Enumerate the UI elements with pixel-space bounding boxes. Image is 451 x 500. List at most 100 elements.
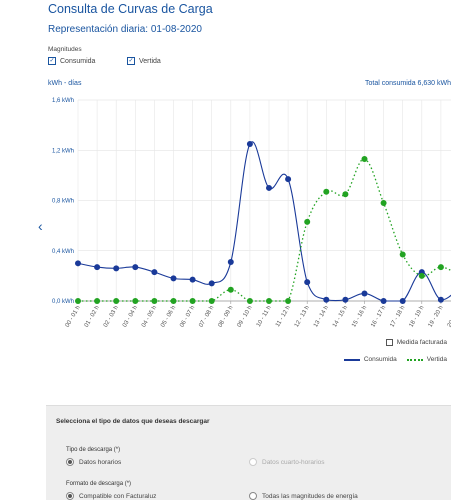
x-tick-label: 03 - 04 h bbox=[122, 305, 139, 329]
medida-facturada-checkbox[interactable] bbox=[385, 339, 393, 346]
legend-item-consumida[interactable]: Consumida bbox=[343, 356, 397, 363]
data-point-vertida bbox=[361, 156, 368, 163]
x-tick-label: 05 - 06 h bbox=[160, 305, 177, 329]
checkbox-consumida[interactable]: ✓ Consumida bbox=[48, 57, 95, 65]
legend-medida-facturada[interactable]: Medida facturada bbox=[385, 339, 447, 346]
x-tick-label: 19 - 20 h bbox=[428, 305, 445, 329]
x-tick-label: 07 - 08 h bbox=[198, 305, 215, 329]
checkbox-vertida-label: Vertida bbox=[139, 57, 161, 65]
data-point-consumida bbox=[189, 276, 196, 283]
y-axis-ticks: 0,0 kWh 0,4 kWh 0,8 kWh 1,2 kWh 1,6 kWh bbox=[52, 98, 74, 305]
data-point-consumida bbox=[151, 269, 158, 276]
page-subtitle: Representación diaria: 01-08-2020 bbox=[48, 24, 202, 35]
chart-grid bbox=[77, 99, 451, 304]
checkbox-vertida[interactable]: ✓ Vertida bbox=[127, 57, 161, 65]
data-point-consumida bbox=[437, 296, 444, 303]
radio-unselected-icon[interactable] bbox=[249, 458, 257, 466]
chart-legend: Consumida Vertida bbox=[343, 356, 447, 363]
checkbox-consumida-label: Consumida bbox=[60, 57, 96, 65]
checkbox-check-icon[interactable]: ✓ bbox=[48, 57, 56, 65]
previous-day-chevron-icon[interactable]: ‹ bbox=[38, 218, 43, 234]
data-point-consumida bbox=[361, 290, 368, 297]
y-tick-label: 0,4 kWh bbox=[52, 249, 74, 255]
x-tick-label: 00 - 01 h bbox=[65, 305, 82, 329]
data-point-vertida bbox=[399, 251, 406, 258]
data-point-vertida bbox=[170, 298, 177, 304]
data-point-consumida bbox=[132, 264, 139, 271]
tipo-descarga-label: Tipo de descarga (*) bbox=[66, 447, 121, 453]
dotted-line-swatch-icon bbox=[406, 358, 423, 361]
data-point-vertida bbox=[132, 298, 139, 304]
y-tick-label: 1,2 kWh bbox=[52, 148, 74, 154]
radio-unselected-icon[interactable] bbox=[249, 492, 257, 500]
radio-selected-icon[interactable] bbox=[66, 458, 74, 466]
medida-facturada-label: Medida facturada bbox=[396, 339, 447, 346]
data-point-vertida bbox=[113, 298, 120, 304]
data-point-vertida bbox=[151, 298, 158, 304]
data-point-vertida bbox=[342, 191, 349, 198]
data-point-vertida bbox=[189, 298, 196, 304]
data-point-vertida bbox=[380, 200, 387, 207]
x-tick-label: 16 - 17 h bbox=[370, 305, 387, 329]
x-tick-label: 11 - 12 h bbox=[275, 305, 292, 328]
data-point-consumida bbox=[266, 184, 272, 191]
series-line-vertida bbox=[77, 158, 451, 302]
radio-todas-magnitudes-label: Todas las magnitudes de energía bbox=[262, 492, 358, 500]
legend-item-vertida[interactable]: Vertida bbox=[406, 356, 447, 363]
radio-datos-cuarto-horarios[interactable]: Datos cuarto-horarios bbox=[249, 458, 325, 466]
load-curve-chart: 0,0 kWh 0,4 kWh 0,8 kWh 1,2 kWh 1,6 kWh 00 -… bbox=[52, 98, 451, 329]
radio-datos-horarios[interactable]: Datos horarios bbox=[66, 458, 121, 466]
data-point-vertida bbox=[323, 188, 330, 195]
x-tick-label: 06 - 07 h bbox=[179, 305, 196, 329]
magnitudes-label: Magnitudes bbox=[48, 46, 82, 53]
x-tick-label: 10 - 11 h bbox=[256, 305, 273, 328]
data-point-consumida bbox=[94, 264, 101, 271]
data-point-consumida bbox=[246, 140, 253, 147]
radio-compatible-facturaluz[interactable]: Compatible con Facturaluz bbox=[66, 492, 156, 500]
radio-datos-cuarto-horarios-label: Datos cuarto-horarios bbox=[262, 458, 325, 466]
download-panel-title: Selecciona el tipo de datos que deseas d… bbox=[56, 418, 210, 425]
x-tick-label: 01 - 02 h bbox=[84, 305, 101, 329]
x-tick-label: 14 - 15 h bbox=[332, 305, 349, 329]
y-tick-label: 0,0 kWh bbox=[52, 299, 74, 305]
data-point-consumida bbox=[113, 265, 120, 272]
data-point-consumida bbox=[208, 280, 215, 287]
data-point-vertida bbox=[285, 298, 292, 304]
series-line-consumida bbox=[77, 141, 451, 302]
x-tick-label: 04 - 05 h bbox=[141, 305, 158, 329]
x-tick-label: 17 - 18 h bbox=[389, 305, 406, 329]
x-tick-label: 12 - 13 h bbox=[294, 305, 311, 329]
data-point-vertida bbox=[246, 298, 253, 304]
data-point-consumida bbox=[323, 296, 330, 303]
download-panel: Selecciona el tipo de datos que deseas d… bbox=[46, 405, 451, 500]
data-point-vertida bbox=[437, 264, 444, 271]
x-tick-label: 20 - 21 h bbox=[447, 305, 451, 329]
formato-descarga-label: Formato de descarga (*) bbox=[66, 481, 132, 487]
x-tick-label: 13 - 14 h bbox=[313, 305, 330, 329]
x-tick-label: 09 - 10 h bbox=[237, 305, 254, 329]
data-point-consumida bbox=[399, 298, 406, 304]
data-point-consumida bbox=[342, 296, 349, 303]
checkbox-check-icon[interactable]: ✓ bbox=[127, 57, 135, 65]
x-tick-label: 02 - 03 h bbox=[103, 305, 120, 329]
chart-series-lines bbox=[77, 141, 451, 302]
data-point-consumida bbox=[380, 298, 387, 304]
x-tick-label: 18 - 19 h bbox=[408, 305, 425, 329]
radio-compatible-facturaluz-label: Compatible con Facturaluz bbox=[79, 492, 157, 500]
data-point-vertida bbox=[304, 218, 311, 225]
x-tick-label: 08 - 09 h bbox=[217, 305, 234, 329]
x-tick-label: 15 - 16 h bbox=[351, 305, 368, 329]
chart-series-points bbox=[75, 140, 444, 304]
data-point-vertida bbox=[75, 298, 81, 304]
chart-total-label: Total consumida 6,630 kWh bbox=[365, 80, 451, 87]
page-title: Consulta de Curvas de Carga bbox=[48, 2, 213, 16]
radio-selected-icon[interactable] bbox=[66, 492, 74, 500]
data-point-consumida bbox=[227, 259, 234, 266]
radio-todas-magnitudes[interactable]: Todas las magnitudes de energía bbox=[249, 492, 358, 500]
data-point-vertida bbox=[94, 298, 101, 304]
legend-vertida-label: Vertida bbox=[426, 356, 447, 363]
x-axis-ticks: 00 - 01 h 01 - 02 h 02 - 03 h 03 - 04 h 04 -… bbox=[65, 305, 451, 329]
data-point-consumida bbox=[75, 260, 81, 267]
y-tick-label: 1,6 kWh bbox=[52, 98, 74, 104]
data-point-consumida bbox=[170, 275, 177, 282]
